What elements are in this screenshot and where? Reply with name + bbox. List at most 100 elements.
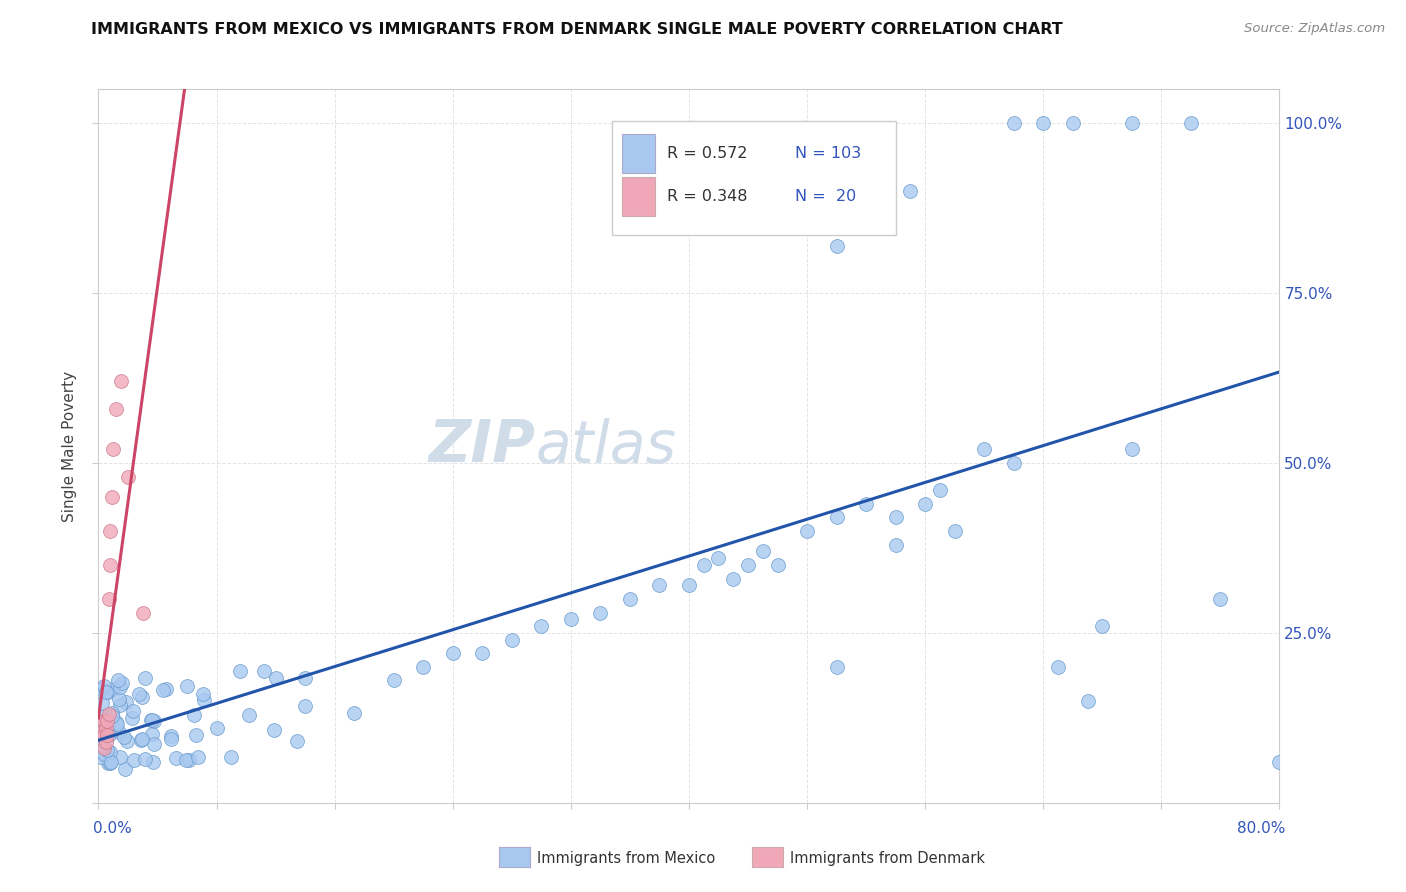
Point bbox=[263, 723, 285, 737]
Point bbox=[94, 734, 117, 748]
Point bbox=[825, 660, 848, 674]
Point bbox=[152, 682, 174, 697]
Point bbox=[90, 728, 112, 742]
Point bbox=[93, 747, 115, 761]
Point bbox=[441, 646, 464, 660]
Point bbox=[131, 690, 153, 705]
Point bbox=[91, 714, 114, 729]
Point bbox=[96, 743, 118, 757]
Point bbox=[143, 714, 166, 728]
Point bbox=[287, 733, 309, 747]
Point bbox=[108, 750, 131, 764]
Point bbox=[96, 728, 118, 742]
Text: atlas: atlas bbox=[536, 417, 676, 475]
Point bbox=[253, 664, 276, 678]
Text: Immigrants from Mexico: Immigrants from Mexico bbox=[537, 851, 716, 865]
Point bbox=[205, 721, 228, 735]
FancyBboxPatch shape bbox=[612, 121, 896, 235]
Point bbox=[94, 684, 117, 698]
Point bbox=[530, 619, 553, 633]
Point bbox=[121, 710, 143, 724]
Point bbox=[97, 707, 120, 722]
Point bbox=[117, 734, 139, 748]
Point bbox=[100, 745, 122, 759]
Point bbox=[103, 442, 125, 457]
Point bbox=[117, 469, 139, 483]
Point bbox=[191, 687, 214, 701]
Point bbox=[107, 692, 129, 706]
Point bbox=[100, 490, 122, 504]
Point bbox=[294, 671, 316, 685]
Point bbox=[560, 612, 582, 626]
Point bbox=[90, 736, 112, 750]
Point bbox=[100, 708, 122, 723]
Point bbox=[93, 741, 115, 756]
Text: N =  20: N = 20 bbox=[796, 189, 856, 203]
Point bbox=[91, 708, 114, 723]
Point bbox=[501, 632, 523, 647]
Text: R = 0.572: R = 0.572 bbox=[666, 146, 747, 161]
Point bbox=[90, 737, 112, 751]
Point bbox=[128, 687, 150, 701]
Point bbox=[737, 558, 759, 572]
Point bbox=[90, 681, 112, 696]
Point bbox=[471, 646, 494, 660]
Point bbox=[91, 739, 114, 754]
Point bbox=[884, 510, 907, 524]
Point bbox=[97, 685, 120, 699]
Point bbox=[176, 679, 198, 693]
Point bbox=[93, 714, 115, 729]
Point bbox=[343, 706, 366, 721]
Point bbox=[98, 728, 121, 742]
Point bbox=[114, 731, 136, 745]
Point bbox=[105, 714, 128, 729]
Point bbox=[101, 682, 124, 697]
Point bbox=[184, 728, 207, 742]
Point bbox=[914, 497, 936, 511]
Point bbox=[928, 483, 950, 498]
Point bbox=[90, 720, 112, 734]
Point bbox=[100, 706, 122, 721]
Point bbox=[142, 737, 165, 751]
Point bbox=[1180, 116, 1202, 130]
Point bbox=[165, 751, 187, 765]
Point bbox=[91, 721, 114, 735]
Point bbox=[110, 681, 132, 695]
Point bbox=[187, 750, 209, 764]
Point bbox=[131, 732, 153, 747]
Point bbox=[134, 752, 156, 766]
Point bbox=[141, 727, 163, 741]
Point bbox=[141, 713, 163, 727]
Point bbox=[884, 537, 907, 551]
Point bbox=[648, 578, 671, 592]
Text: ZIP: ZIP bbox=[429, 417, 536, 475]
Point bbox=[294, 699, 316, 714]
Point bbox=[105, 716, 128, 731]
Point bbox=[1002, 116, 1025, 130]
Point bbox=[678, 578, 700, 592]
Point bbox=[1032, 116, 1054, 130]
Point bbox=[825, 510, 848, 524]
Point bbox=[160, 732, 183, 747]
Point bbox=[96, 717, 118, 731]
Point bbox=[141, 713, 163, 727]
Text: N = 103: N = 103 bbox=[796, 146, 862, 161]
Point bbox=[94, 721, 117, 735]
Point bbox=[100, 756, 122, 770]
Point bbox=[108, 698, 131, 712]
Point bbox=[1002, 456, 1025, 470]
Text: Source: ZipAtlas.com: Source: ZipAtlas.com bbox=[1244, 22, 1385, 36]
Point bbox=[751, 544, 773, 558]
Point bbox=[1046, 660, 1069, 674]
Point bbox=[229, 664, 252, 678]
Point bbox=[973, 442, 995, 457]
Point bbox=[693, 558, 716, 572]
FancyBboxPatch shape bbox=[621, 177, 655, 216]
Text: 80.0%: 80.0% bbox=[1237, 821, 1285, 836]
Point bbox=[193, 693, 215, 707]
Point bbox=[114, 763, 136, 777]
Point bbox=[96, 714, 118, 729]
Text: 0.0%: 0.0% bbox=[93, 821, 131, 836]
Point bbox=[93, 728, 115, 742]
Point bbox=[1077, 694, 1099, 708]
